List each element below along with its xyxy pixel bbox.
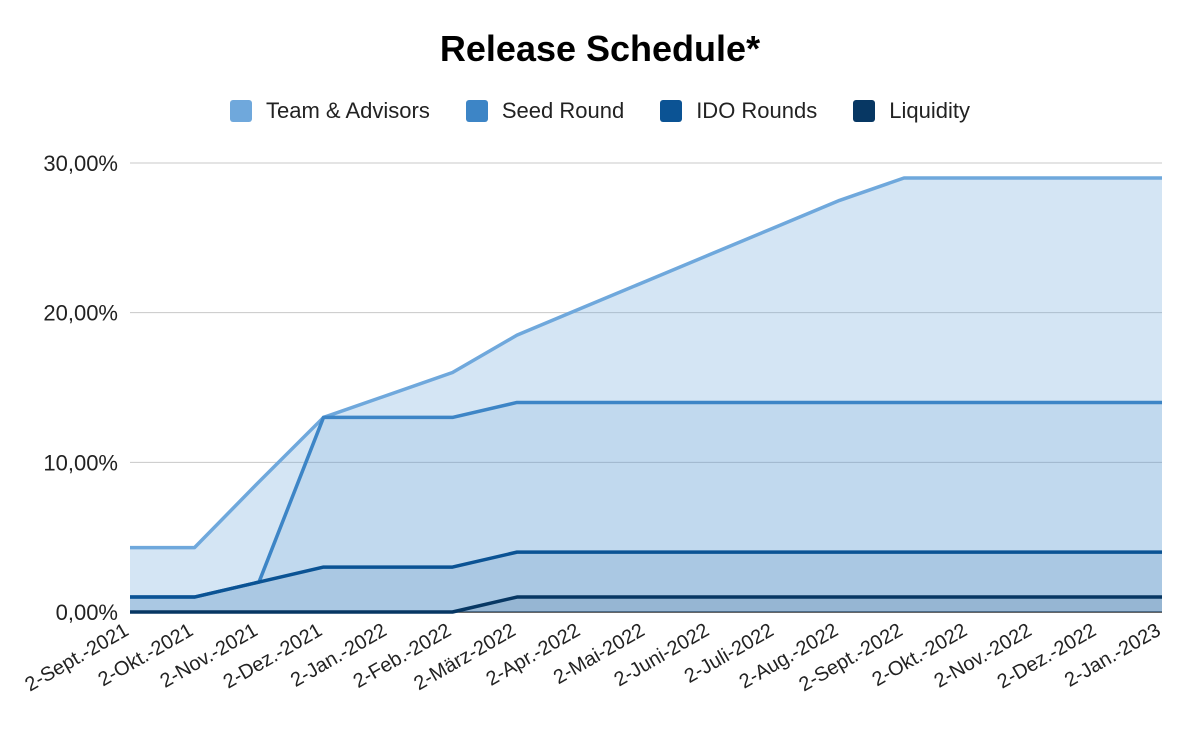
legend-item-ido-rounds[interactable]: IDO Rounds xyxy=(660,98,817,124)
area-liquidity xyxy=(130,597,1162,612)
legend-swatch-team-advisors xyxy=(230,100,253,122)
line-liquidity xyxy=(130,595,1162,614)
legend-swatch-liquidity xyxy=(853,100,876,122)
line-ido-rounds xyxy=(130,550,1162,599)
chart-title: Release Schedule* xyxy=(439,28,761,69)
legend-item-liquidity[interactable]: Liquidity xyxy=(853,98,970,124)
legend: Team & Advisors Seed Round IDO Rounds Li… xyxy=(0,98,1200,124)
legend-swatch-seed-round xyxy=(465,100,488,122)
legend-item-seed-round[interactable]: Seed Round xyxy=(465,98,625,124)
y-tick-label: 30,00% xyxy=(43,151,118,176)
legend-label-team-advisors: Team & Advisors xyxy=(266,98,430,123)
y-tick-label: 10,00% xyxy=(43,450,118,475)
legend-swatch-ido-rounds xyxy=(660,100,683,122)
legend-item-team-advisors[interactable]: Team & Advisors xyxy=(230,98,430,124)
legend-label-liquidity: Liquidity xyxy=(889,98,970,123)
line-seed-round xyxy=(130,400,1162,599)
legend-label-seed-round: Seed Round xyxy=(501,98,625,123)
y-tick-label: 0,00% xyxy=(56,600,118,625)
area-seed-round xyxy=(130,402,1162,612)
y-tick-label: 20,00% xyxy=(43,301,118,326)
area-team-advisors xyxy=(130,177,1162,612)
line-team-advisors xyxy=(130,176,1162,550)
legend-label-ido-rounds: IDO Rounds xyxy=(696,98,818,123)
